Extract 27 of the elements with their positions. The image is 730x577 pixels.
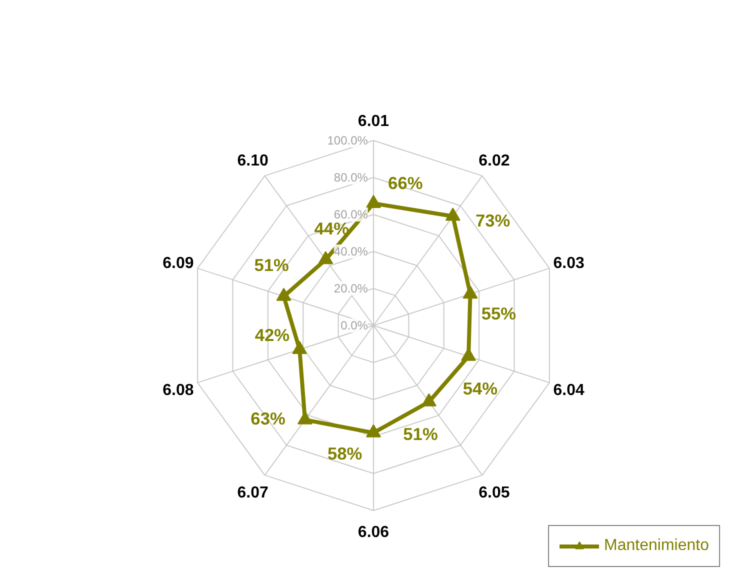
y-tick-label: 60.0% bbox=[334, 208, 368, 222]
data-label: 73% bbox=[476, 210, 510, 230]
y-tick-label: 20.0% bbox=[334, 282, 368, 296]
data-label: 51% bbox=[254, 255, 289, 276]
y-tick-label: 0.0% bbox=[340, 318, 368, 332]
data-label: 66% bbox=[388, 172, 423, 193]
y-tick-label: 40.0% bbox=[334, 244, 368, 258]
spoke-label: 6.08 bbox=[162, 382, 194, 399]
data-label: 42% bbox=[254, 325, 290, 346]
data-label: 54% bbox=[462, 378, 498, 399]
data-label: 58% bbox=[327, 444, 362, 464]
data-label: 63% bbox=[250, 408, 286, 428]
y-tick-label: 80.0% bbox=[334, 170, 368, 184]
spoke-label: 6.05 bbox=[478, 484, 510, 502]
data-label: 51% bbox=[403, 424, 438, 444]
spoke-label: 6.03 bbox=[553, 255, 584, 272]
data-label: 55% bbox=[481, 304, 516, 324]
spoke-label: 6.09 bbox=[162, 255, 194, 272]
y-tick-label: 100.0% bbox=[327, 134, 368, 148]
spoke-label: 6.07 bbox=[237, 484, 268, 502]
spoke-label: 6.01 bbox=[358, 113, 390, 130]
data-label: 44% bbox=[314, 218, 349, 239]
spoke-label: 6.10 bbox=[237, 152, 268, 170]
spoke-label: 6.04 bbox=[553, 382, 584, 399]
legend-label: Mantenimiento bbox=[604, 537, 709, 555]
spoke-label: 6.02 bbox=[478, 152, 510, 170]
spoke-label: 6.06 bbox=[358, 524, 390, 541]
